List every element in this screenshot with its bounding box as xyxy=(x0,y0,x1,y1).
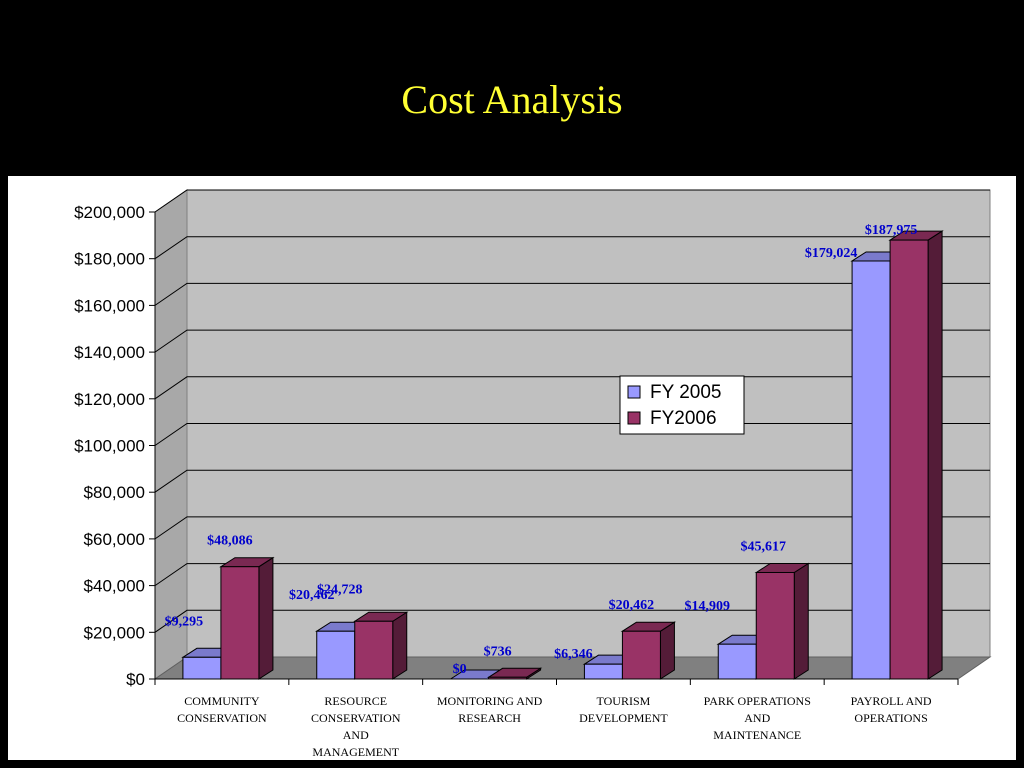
gridline xyxy=(154,516,990,540)
bar-side xyxy=(659,621,675,680)
bar-front xyxy=(851,260,891,680)
bar-front xyxy=(889,239,929,680)
bar-side xyxy=(927,230,943,680)
y-tick-label: $120,000 xyxy=(74,390,145,409)
bar-fy2006 xyxy=(219,556,275,680)
legend-label: FY2006 xyxy=(650,408,717,429)
data-label: $6,346 xyxy=(554,647,593,662)
bar-side xyxy=(793,562,809,680)
legend-label: FY 2005 xyxy=(650,382,721,403)
bar-side xyxy=(392,611,408,680)
x-tick-label: COMMUNITY CONSERVATION xyxy=(177,694,267,725)
x-tick-label: PAYROLL AND OPERATIONS xyxy=(851,694,932,725)
x-tick-label: MONITORING AND RESEARCH xyxy=(437,694,543,725)
data-label: $20,462 xyxy=(609,598,655,613)
y-tick-label: $200,000 xyxy=(74,203,145,222)
data-label: $24,728 xyxy=(317,582,363,597)
x-tick-label: TOURISM DEVELOPMENT xyxy=(579,694,668,725)
bar-front xyxy=(755,571,795,680)
y-tick-label: $40,000 xyxy=(84,577,145,596)
data-label: $187,975 xyxy=(865,223,918,238)
gridline xyxy=(154,609,990,633)
y-tick-label: $100,000 xyxy=(74,437,145,456)
bar-front xyxy=(583,663,623,680)
data-label: $45,617 xyxy=(741,539,787,554)
data-label: $0 xyxy=(453,662,467,677)
data-label: $179,024 xyxy=(805,246,858,261)
data-label: $736 xyxy=(484,644,512,659)
data-label: $14,909 xyxy=(685,599,731,614)
data-label: $20,462 xyxy=(289,588,335,603)
gridline xyxy=(154,469,990,493)
data-label: $48,086 xyxy=(207,534,253,549)
bar-front xyxy=(621,630,661,680)
bar-front xyxy=(182,656,222,680)
y-tick-label: $160,000 xyxy=(74,296,145,315)
bar-fy2006 xyxy=(353,611,409,680)
bar-front xyxy=(488,676,528,680)
gridline xyxy=(154,329,990,353)
slide-title: Cost Analysis xyxy=(401,77,623,122)
gridline xyxy=(154,282,990,306)
bar-side xyxy=(258,556,274,680)
legend-box xyxy=(619,375,745,435)
gridline xyxy=(154,236,990,260)
bar-fy2006 xyxy=(754,562,810,680)
data-label: $9,295 xyxy=(165,614,204,629)
bar-fy2006 xyxy=(620,621,677,680)
bar-front xyxy=(316,630,356,680)
bar-front xyxy=(220,566,260,680)
gridline xyxy=(154,563,990,587)
bar-front xyxy=(717,643,757,680)
bar-fy2006 xyxy=(486,667,543,680)
chart-frame: $0 $20,000 $40,000 $60,000 $80,000 $100,000 $1… xyxy=(8,176,1016,760)
cost-analysis-chart: $0 $20,000 $40,000 $60,000 $80,000 $100,000 $1… xyxy=(74,189,992,759)
gridline xyxy=(154,189,990,213)
bar-fy2006 xyxy=(888,230,944,680)
legend: FY 2005 FY2006 xyxy=(619,375,745,435)
x-tick-label: PARK OPERATIONS AND MAINTENANCE xyxy=(704,694,811,742)
y-tick-label: $20,000 xyxy=(84,623,145,642)
x-tick-label: RESOURCE CONSERVATION AND MANAGEMENT xyxy=(311,694,401,759)
legend-swatch xyxy=(627,385,641,399)
y-tick-label: $140,000 xyxy=(74,343,145,362)
y-tick-label: $0 xyxy=(126,670,145,689)
y-tick-label: $180,000 xyxy=(74,250,145,269)
y-tick-label: $60,000 xyxy=(84,530,145,549)
y-tick-label: $80,000 xyxy=(84,483,145,502)
bar-front xyxy=(354,620,394,680)
legend-swatch xyxy=(627,411,641,425)
